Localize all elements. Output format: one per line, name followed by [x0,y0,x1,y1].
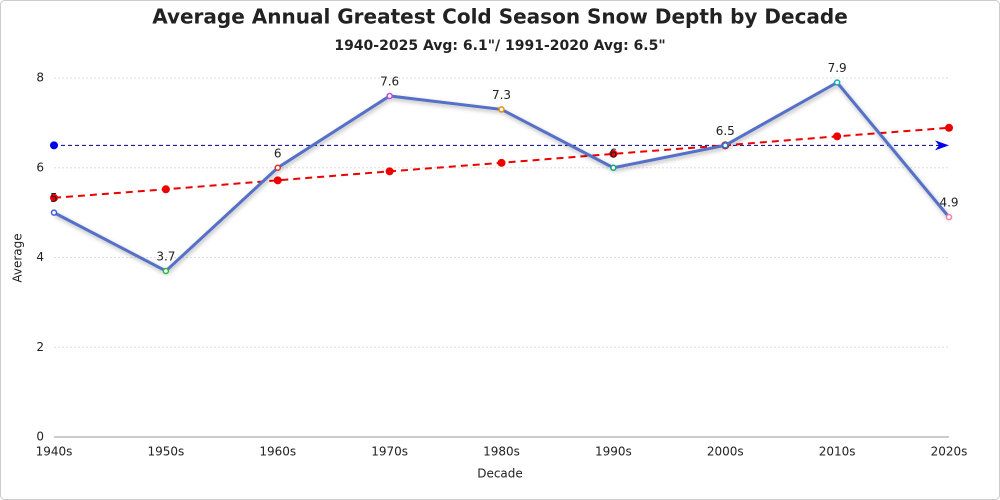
x-tick-label: 1960s [259,445,296,459]
data-label: 7.9 [828,61,847,75]
data-label: 6 [274,146,282,160]
data-label: 5 [50,191,58,205]
x-axis-title: Decade [477,467,523,481]
data-label: 7.6 [380,74,399,88]
trend-point [273,176,282,185]
x-tick-label: 2020s [931,445,968,459]
reference-arrow [935,140,949,151]
data-point [274,164,281,171]
x-tick-label: 1970s [371,445,408,459]
trend-point [497,158,506,167]
data-point [722,142,729,149]
trend-point [161,185,170,194]
data-point [498,106,505,113]
x-tick-label: 1990s [595,445,632,459]
x-tick-label: 1980s [483,445,520,459]
data-label: 7.3 [492,88,511,102]
x-tick-label: 1950s [147,445,184,459]
x-tick-label: 1940s [36,445,73,459]
data-point [386,92,393,100]
y-tick-label: 4 [36,250,44,264]
data-label: 6 [610,146,618,160]
data-label: 4.9 [939,196,958,210]
data-point [162,267,170,275]
trend-point [609,149,618,158]
data-point [945,213,953,221]
chart-title: Average Annual Greatest Cold Season Snow… [152,5,848,29]
data-point [50,209,58,216]
y-axis-title: Average [11,233,25,282]
y-tick-label: 8 [36,71,44,85]
trend-point [945,123,953,132]
data-point [833,79,841,86]
data-label: 3.7 [156,249,175,263]
data-point [610,164,617,171]
trend-point [50,193,58,202]
chart-subtitle: 1940-2025 Avg: 6.1"/ 1991-2020 Avg: 6.5" [334,38,665,54]
trend-point [385,167,394,176]
y-tick-label: 2 [36,340,44,354]
trend-point [833,132,842,141]
y-tick-label: 0 [36,430,44,444]
x-tick-label: 2000s [707,445,744,459]
y-tick-label: 6 [36,160,44,174]
data-label: 6.5 [716,124,735,138]
x-tick-label: 2010s [819,445,856,459]
reference-start [50,141,58,150]
